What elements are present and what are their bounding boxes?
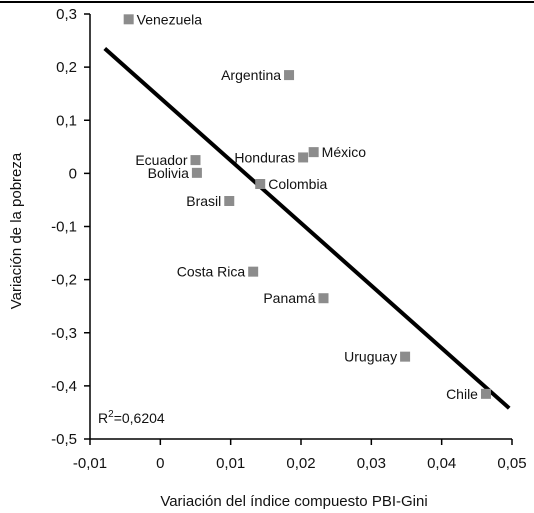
point-label-chile: Chile bbox=[446, 386, 478, 402]
point-costa-rica bbox=[248, 266, 259, 277]
y-tick-label: -0,5 bbox=[51, 431, 77, 448]
point-label-honduras: Honduras bbox=[234, 149, 295, 165]
point-panama bbox=[318, 293, 329, 304]
x-tick-label: 0,03 bbox=[357, 455, 386, 472]
point-uruguay bbox=[400, 351, 411, 362]
trendline-layer bbox=[103, 47, 511, 410]
point-venezuela bbox=[123, 14, 134, 25]
point-honduras bbox=[298, 152, 309, 163]
point-argentina bbox=[284, 70, 295, 81]
point-label-brasil: Brasil bbox=[186, 193, 221, 209]
point-label-venezuela: Venezuela bbox=[137, 11, 203, 27]
trendline bbox=[103, 47, 511, 410]
point-colombia bbox=[255, 179, 266, 189]
x-axis-title: Variación del índice compuesto PBI-Gini bbox=[160, 493, 427, 510]
point-label-bolivia: Bolivia bbox=[148, 165, 189, 181]
point-bolivia bbox=[191, 167, 202, 178]
point-label-argentina: Argentina bbox=[221, 67, 281, 83]
y-axis-title: Variación de la pobreza bbox=[8, 152, 25, 309]
y-tick-label: 0,3 bbox=[56, 6, 77, 23]
x-tick-label: 0,02 bbox=[286, 455, 315, 472]
point-label-uruguay: Uruguay bbox=[344, 349, 397, 365]
point-label-costa-rica: Costa Rica bbox=[177, 264, 246, 280]
y-tick-label: 0,1 bbox=[56, 112, 77, 129]
point-brasil bbox=[224, 196, 235, 206]
point-mexico bbox=[308, 147, 319, 158]
y-tick-label: 0 bbox=[69, 165, 77, 182]
y-tick-label: -0,4 bbox=[51, 378, 77, 395]
point-label-mexico: México bbox=[322, 144, 367, 160]
x-tick-label: 0,05 bbox=[497, 455, 526, 472]
x-tick-label: 0 bbox=[156, 455, 164, 472]
points-layer bbox=[123, 14, 491, 399]
point-label-colombia: Colombia bbox=[268, 176, 327, 192]
r-squared-annotation: R2=0,6204 bbox=[98, 409, 165, 426]
x-tick-label: -0,01 bbox=[73, 455, 107, 472]
axes: 0,3 0,2 0,1 0 -0,1 -0,2 -0,3 -0,4 -0,5 -0,01 0 0,01… bbox=[51, 6, 526, 472]
x-tick-label: 0,04 bbox=[427, 455, 456, 472]
point-label-ecuador: Ecuador bbox=[135, 152, 187, 168]
point-chile bbox=[480, 388, 491, 399]
y-tick-label: -0,1 bbox=[51, 219, 77, 236]
y-tick-label: -0,3 bbox=[51, 325, 77, 342]
y-tick-label: -0,2 bbox=[51, 272, 77, 289]
x-tick-label: 0,01 bbox=[216, 455, 245, 472]
y-tick-label: 0,2 bbox=[56, 59, 77, 76]
point-label-panama: Panamá bbox=[263, 290, 315, 306]
point-ecuador bbox=[190, 155, 201, 166]
